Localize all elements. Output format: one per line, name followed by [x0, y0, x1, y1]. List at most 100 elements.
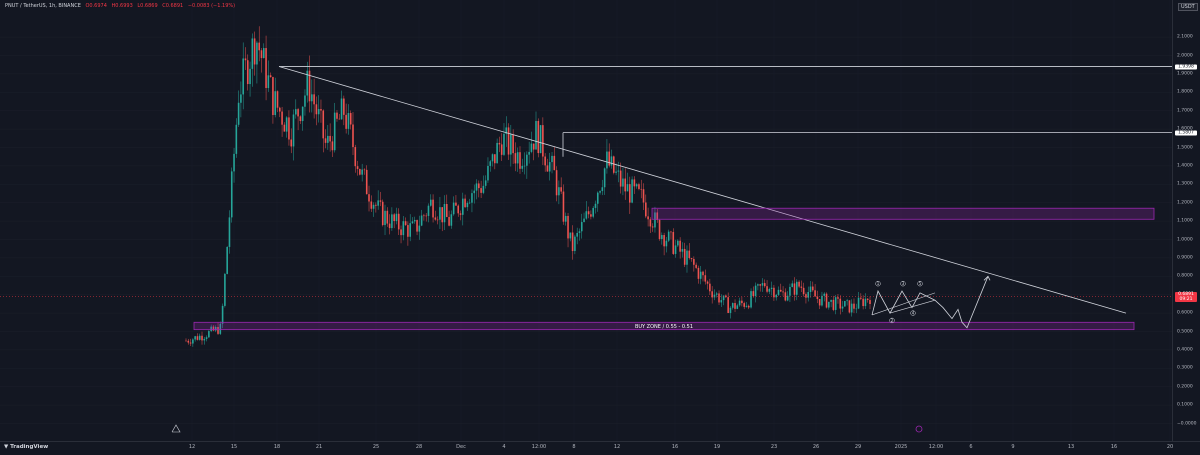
candle-body	[782, 291, 784, 293]
candle-body	[548, 162, 551, 172]
candle-body	[427, 205, 430, 216]
candle-body	[683, 248, 686, 265]
candle-body	[628, 184, 631, 203]
candle-body	[633, 179, 636, 187]
candle-body	[429, 199, 432, 206]
candle-body	[322, 110, 325, 139]
ruler-icon	[171, 424, 181, 433]
candle-body	[418, 225, 421, 232]
candle-body	[681, 248, 684, 252]
wave-label: 1	[877, 281, 880, 286]
time-tick: 12:00	[928, 444, 944, 450]
candle-body	[649, 219, 652, 227]
candle-body	[528, 151, 530, 155]
candle-body	[725, 295, 727, 298]
candle-body	[301, 106, 304, 122]
candle-body	[656, 212, 659, 220]
candle-body	[855, 308, 858, 310]
current-price-label[interactable]: 0.6891 09:21	[1175, 291, 1197, 302]
candle-body	[491, 154, 494, 162]
candle-body	[558, 187, 560, 196]
candle-body	[761, 283, 764, 286]
candle-body	[592, 207, 594, 217]
candle-body	[638, 184, 640, 189]
candle-body	[555, 170, 558, 196]
candle-body	[606, 151, 608, 169]
candle-body	[594, 203, 597, 208]
candle-body	[677, 240, 679, 246]
candle-body	[285, 117, 288, 132]
price-tick: 1.6000	[1177, 126, 1193, 132]
time-tick: 28	[415, 444, 423, 450]
candle-body	[564, 215, 567, 222]
candle-body	[480, 188, 482, 193]
time-axis[interactable]	[0, 441, 1200, 455]
candle-body	[338, 118, 341, 120]
candle-body	[603, 168, 606, 188]
candle-body	[413, 220, 416, 222]
candle-body	[731, 303, 734, 308]
price-tick: 0.3000	[1177, 365, 1193, 371]
candle-body	[240, 94, 242, 103]
candle-body	[512, 134, 514, 154]
candle-body	[679, 240, 681, 252]
level-price-label[interactable]: 1.9398	[1175, 64, 1197, 70]
candle-body	[384, 210, 386, 226]
time-tick: 6	[969, 444, 973, 450]
candle-countdown: 09:21	[1179, 296, 1193, 302]
candle-body	[423, 215, 425, 217]
wave-label-circle	[910, 310, 916, 316]
candle-body	[530, 143, 533, 152]
candle-body	[478, 183, 480, 189]
candle-body	[860, 297, 862, 299]
candle-body	[265, 48, 267, 89]
wave-label: 4	[912, 311, 915, 316]
symbol-title[interactable]: PNUT / TetherUS, 1h, BINANCE	[5, 3, 81, 9]
level-price-label[interactable]: 1.5807	[1175, 130, 1197, 136]
candle-body	[244, 58, 247, 61]
price-tick: 0.9000	[1177, 255, 1193, 261]
candle-body	[507, 127, 510, 155]
candle-body	[839, 298, 842, 309]
candle-body	[704, 275, 707, 282]
ohlc-open: O0.6974	[85, 3, 107, 9]
candle-body	[738, 300, 741, 306]
candle-body	[290, 139, 293, 147]
candle-body	[610, 156, 613, 166]
candle-body	[622, 178, 624, 187]
candle-body	[798, 281, 800, 287]
candle-body	[226, 246, 228, 274]
candle-body	[450, 214, 453, 226]
candle-body	[667, 231, 670, 241]
candle-body	[807, 292, 810, 298]
price-tick: 0.5000	[1177, 329, 1193, 334]
candle-body	[697, 267, 700, 279]
price-axis[interactable]	[1172, 0, 1200, 441]
candle-body	[219, 323, 222, 334]
candle-body	[727, 297, 729, 313]
candle-body	[869, 300, 871, 304]
candle-body	[313, 94, 315, 105]
price-tick: 1.0000	[1177, 237, 1193, 242]
candle-body	[210, 326, 212, 332]
candle-body	[837, 297, 839, 299]
time-tick: 12	[188, 444, 196, 450]
candle-body	[201, 335, 203, 341]
price-chart[interactable]: BUY ZONE / 0.55 - 0.51 1 2 3 4 5	[0, 0, 1172, 441]
tradingview-logo[interactable]: ▼ TradingView	[4, 444, 48, 450]
candle-body	[189, 342, 192, 344]
candle-body	[853, 303, 855, 309]
candle-body	[729, 307, 732, 313]
buy-zone-label: BUY ZONE / 0.55 - 0.51	[635, 324, 693, 330]
candle-body	[217, 327, 219, 334]
currency-button[interactable]: USDT	[1178, 3, 1198, 11]
candle-body	[553, 155, 556, 171]
candle-body	[359, 168, 361, 175]
candle-body	[473, 190, 476, 194]
candle-body	[212, 326, 215, 331]
ohlc-low: L0.6869	[137, 3, 158, 9]
chart-area[interactable]: BUY ZONE / 0.55 - 0.51 1 2 3 4 5	[0, 0, 1172, 441]
time-tick: 23	[770, 444, 778, 450]
candle-body	[619, 170, 622, 187]
candle-body	[441, 207, 444, 223]
